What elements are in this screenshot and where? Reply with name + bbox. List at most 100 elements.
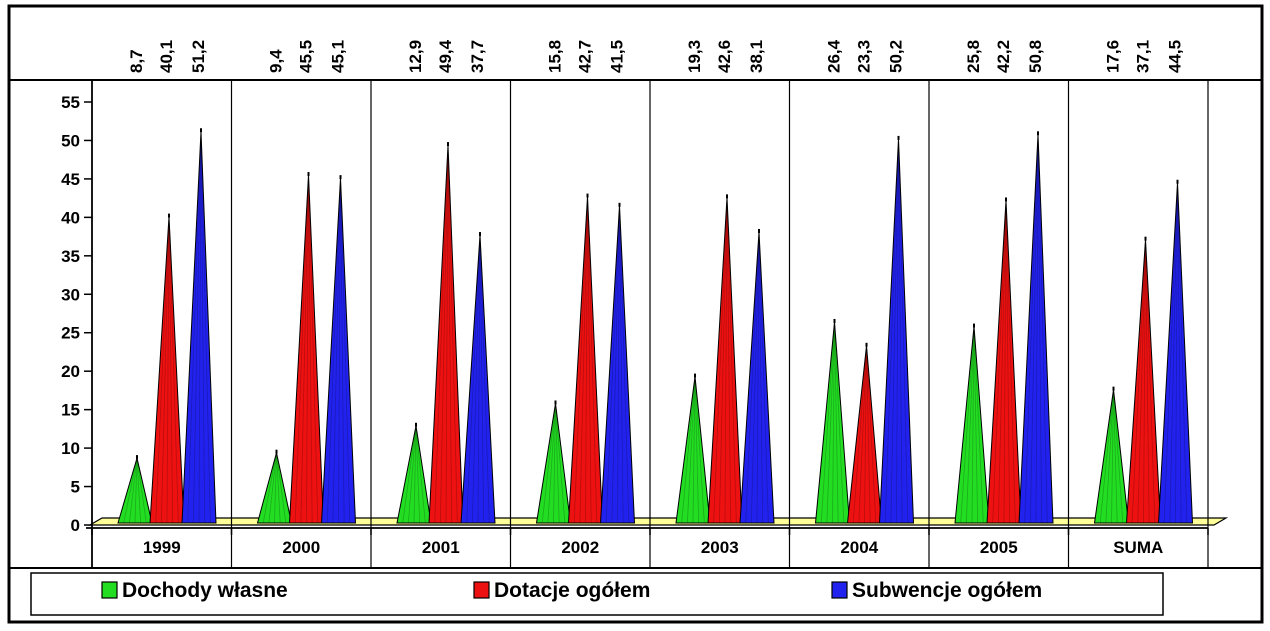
cone-rib xyxy=(758,231,764,524)
cone-rib xyxy=(445,145,449,524)
cone-rib xyxy=(198,131,202,524)
cone-rib xyxy=(866,345,871,524)
cone-rib xyxy=(300,175,309,524)
cone-rib xyxy=(866,345,877,524)
cone-dotacje-ogolem xyxy=(986,200,1022,524)
cone-rib xyxy=(447,145,458,524)
cone-rib xyxy=(168,216,174,524)
legend: Dochody własne Dotacje ogółem Subwencje og… xyxy=(30,572,1164,616)
legend-label: Dotacje ogółem xyxy=(494,579,650,602)
cone-rib xyxy=(579,196,588,524)
cone-rib xyxy=(555,403,566,524)
cone-rib xyxy=(128,458,138,524)
cone-rib xyxy=(1003,200,1007,524)
x-tick-label: 2001 xyxy=(422,538,460,557)
cone-rib xyxy=(750,231,760,524)
cone-rib xyxy=(547,403,556,524)
cone-rib xyxy=(338,178,341,524)
cone-rib xyxy=(1145,239,1156,524)
legend-label: Subwencje ogółem xyxy=(852,579,1042,602)
cone-rib xyxy=(200,131,211,524)
cone-rib xyxy=(884,138,899,524)
cone-rib xyxy=(713,197,728,524)
cone-dochody-wlasne xyxy=(675,376,711,524)
cone-dotacje-ogolem xyxy=(707,197,743,524)
cone-rib xyxy=(1037,134,1048,524)
data-label: 45,1 xyxy=(329,40,348,73)
y-tick-label: 20 xyxy=(61,362,80,381)
x-tick-label: 2004 xyxy=(840,538,878,557)
data-label: 50,8 xyxy=(1026,40,1045,73)
cone-rib xyxy=(1035,134,1039,524)
y-tick-label: 25 xyxy=(61,324,80,343)
cone-rib xyxy=(160,216,170,524)
y-tick-label: 10 xyxy=(61,439,80,458)
cone-dotacje-ogolem xyxy=(149,216,185,524)
cone-rib xyxy=(136,458,142,524)
cone-rib xyxy=(166,216,170,524)
data-label: 17,6 xyxy=(1104,40,1123,73)
y-tick-label: 55 xyxy=(61,93,80,112)
cone-rib xyxy=(262,452,277,524)
cone-rib xyxy=(136,458,147,524)
data-label: 12,9 xyxy=(406,40,425,73)
cone-rib xyxy=(820,321,835,524)
legend-swatch xyxy=(101,581,118,599)
cone-dochody-wlasne xyxy=(1093,389,1130,524)
cone-dotacje-ogolem xyxy=(288,175,325,524)
cone-rib xyxy=(415,425,421,524)
cone-rib xyxy=(555,403,560,524)
cone-rib xyxy=(756,231,760,524)
legend-swatch xyxy=(831,581,848,599)
cone-rib xyxy=(758,231,769,524)
cone-rib xyxy=(898,138,909,524)
cone-rib xyxy=(479,235,490,524)
cone-subwencje-ogolem xyxy=(878,138,915,524)
cone-rib xyxy=(1024,134,1039,524)
cone-subwencje-ogolem xyxy=(181,131,217,524)
cone-rib xyxy=(276,452,287,524)
y-tick-label: 40 xyxy=(61,208,80,227)
cone-rib xyxy=(413,425,417,524)
data-label: 9,4 xyxy=(267,49,286,73)
cone-rib xyxy=(1105,389,1114,524)
cone-rib xyxy=(477,235,481,524)
cone-subwencje-ogolem xyxy=(739,231,775,524)
cone-rib xyxy=(1163,182,1178,524)
cone-rib xyxy=(1131,239,1146,524)
data-label: 50,2 xyxy=(887,40,906,73)
cone-rib xyxy=(992,200,1007,524)
cone-dochody-wlasne xyxy=(396,425,432,524)
cone-subwencje-ogolem xyxy=(460,235,496,524)
cone-rib xyxy=(1145,239,1150,524)
cone-rib xyxy=(541,403,556,524)
x-tick-label: SUMA xyxy=(1113,538,1163,557)
cone-rib xyxy=(973,326,979,524)
legend-label: Dochody własne xyxy=(122,579,288,602)
y-tick-label: 45 xyxy=(61,170,80,189)
y-tick-label: 30 xyxy=(61,285,80,304)
cone-rib xyxy=(965,326,975,524)
data-label: 37,1 xyxy=(1134,40,1153,73)
data-label: 41,5 xyxy=(608,40,627,73)
cone-rib xyxy=(692,376,696,524)
plot-area: 0 5 10 15 20 25 30 35 40 45 50 55 1999 2000 2001 2002 20… xyxy=(61,80,1229,568)
data-label: 42,2 xyxy=(994,40,1013,73)
cone-rib xyxy=(973,326,984,524)
cone-rib xyxy=(587,196,592,524)
cone-rib xyxy=(686,376,696,524)
cone-rib xyxy=(896,138,899,524)
legend-swatch xyxy=(473,581,490,599)
legend-box xyxy=(30,572,1164,616)
cone-rib xyxy=(1113,389,1118,524)
cone-rib xyxy=(308,175,319,524)
data-label: 42,7 xyxy=(576,40,595,73)
y-tick-label: 15 xyxy=(61,401,80,420)
data-label: 15,8 xyxy=(546,40,565,73)
cone-rib xyxy=(1177,182,1182,524)
x-tick-label: 1999 xyxy=(143,538,181,557)
cone-rib xyxy=(1005,200,1011,524)
cone-rib xyxy=(447,145,453,524)
data-label: 8,7 xyxy=(127,49,146,73)
